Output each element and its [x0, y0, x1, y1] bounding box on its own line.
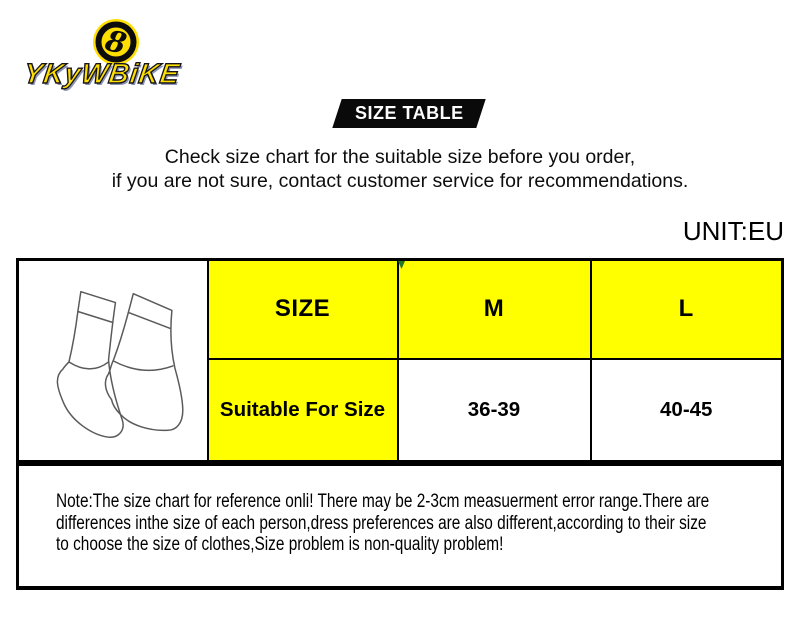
note-text: Note:The size chart for reference onli! …: [56, 491, 781, 556]
socks-illustration: [56, 290, 184, 438]
row-label-suitable-for-size: Suitable For Size: [206, 357, 399, 463]
note-box: Note:The size chart for reference onli! …: [16, 463, 784, 590]
unit-label: UNIT:EU: [682, 216, 784, 246]
intro-line-1: Check size chart for the suitable size b…: [164, 146, 636, 168]
green-corner-artifact: [398, 261, 405, 269]
brand-name: YKyWBiKE: [21, 57, 183, 89]
header-size: SIZE: [206, 258, 399, 360]
note-line-3: to choose the size of clothes,Size probl…: [56, 534, 504, 555]
intro-text: Check size chart for the suitable size b…: [0, 145, 800, 193]
note-line-1: Note:The size chart for reference onli! …: [56, 491, 710, 512]
header-size-l: L: [589, 258, 784, 360]
note-line-2: differences inthe size of each person,dr…: [56, 512, 707, 534]
value-size-m: 36-39: [396, 357, 592, 463]
header-size-m: M: [396, 258, 592, 360]
banner-label: SIZE TABLE: [354, 103, 464, 123]
value-size-l: 40-45: [589, 357, 784, 463]
size-table-banner: SIZE TABLE: [332, 99, 486, 128]
socks-image-cell: [16, 258, 209, 463]
brand-monogram-icon: 8: [93, 19, 139, 65]
size-table: SIZE M L Suitable For Size 36-39 40-45: [16, 258, 784, 463]
intro-line-2: if you are not sure, contact customer se…: [111, 170, 689, 192]
